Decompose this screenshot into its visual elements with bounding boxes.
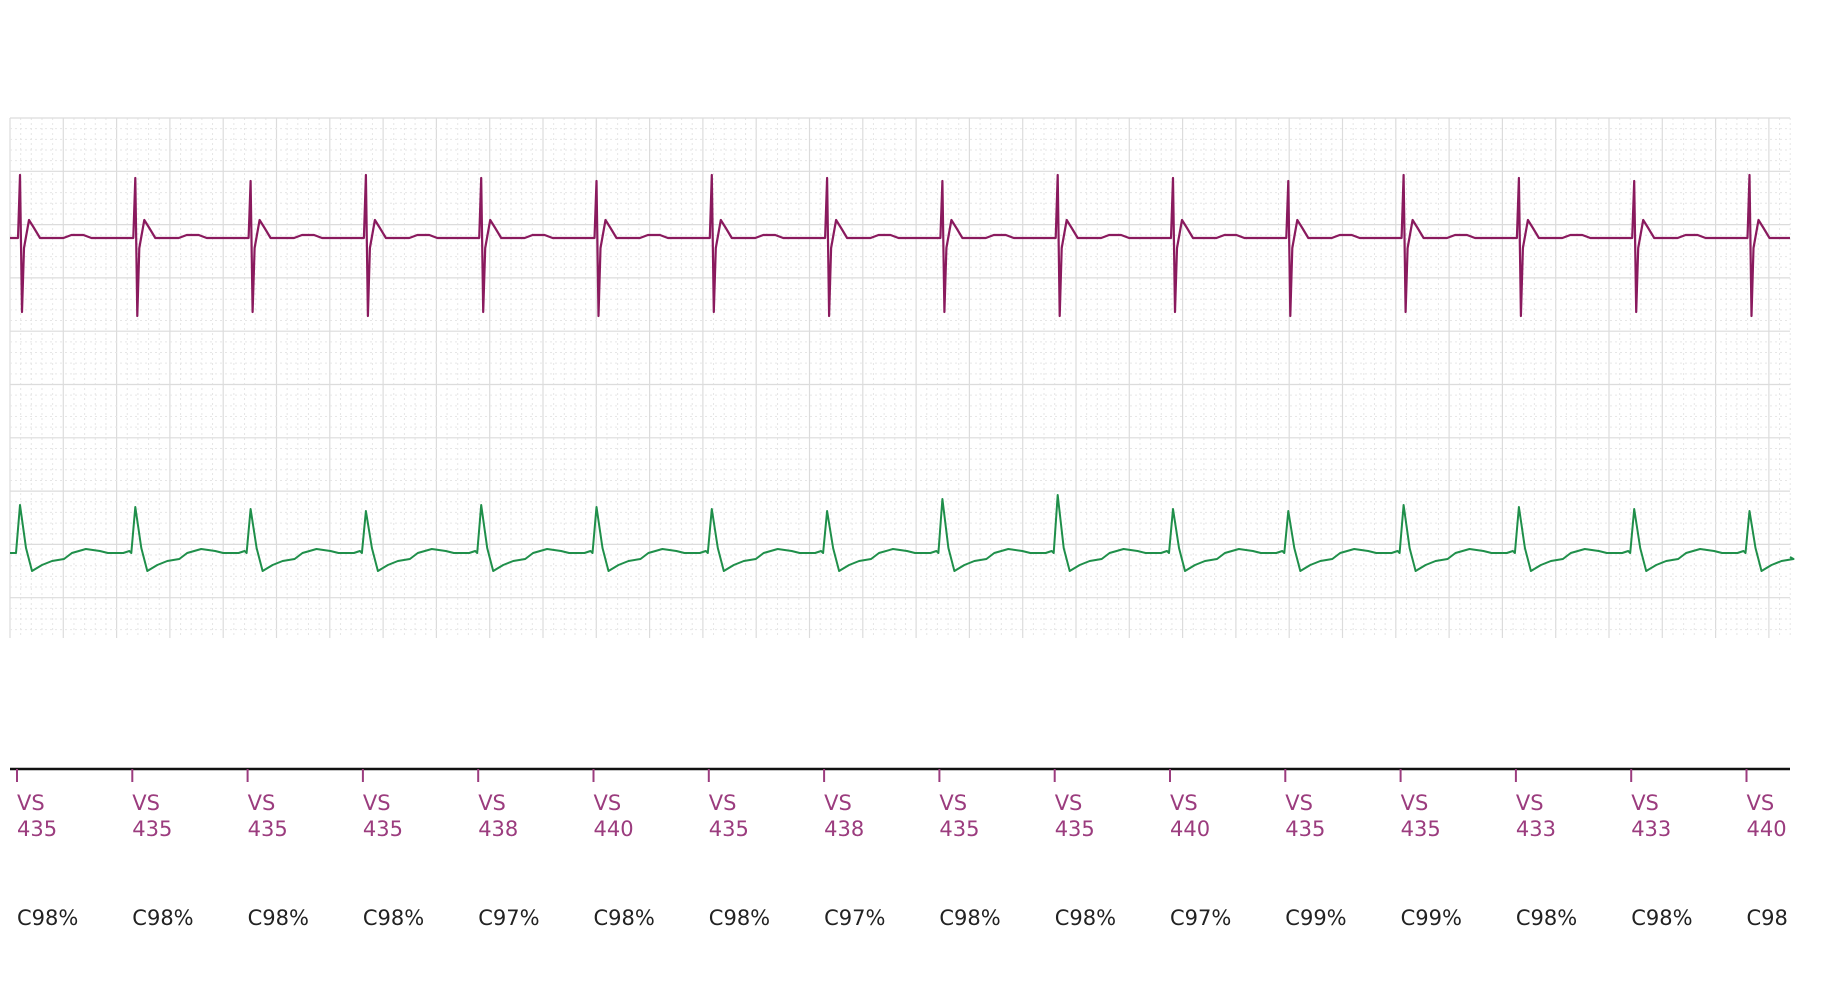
beat-percent-label: C98% xyxy=(17,906,78,930)
beat-marker-value: 435 xyxy=(1055,817,1095,841)
beat-percent-label: C98% xyxy=(132,906,193,930)
beat-marker-code: VS xyxy=(1055,791,1083,815)
beat-percent-label: C99% xyxy=(1285,906,1346,930)
beat-percent-label: C98% xyxy=(939,906,1000,930)
ecg-grid xyxy=(9,117,1791,638)
beat-percent-label: C97% xyxy=(478,906,539,930)
beat-percent-label: C98% xyxy=(709,906,770,930)
beat-marker-code: VS xyxy=(1631,791,1659,815)
ecg-traces xyxy=(10,173,1795,572)
beat-percent-label: C98% xyxy=(1055,906,1116,930)
beat-marker-code: VS xyxy=(939,791,967,815)
beat-percent-label: C98% xyxy=(1631,906,1692,930)
beat-marker-value: 433 xyxy=(1516,817,1556,841)
beat-marker-code: VS xyxy=(478,791,506,815)
beat-marker-value: 435 xyxy=(363,817,403,841)
beat-percent-label: C98% xyxy=(363,906,424,930)
beat-marker-code: VS xyxy=(363,791,391,815)
beat-marker-value: 435 xyxy=(132,817,172,841)
beat-marker-code: VS xyxy=(824,791,852,815)
beat-marker-code: VS xyxy=(709,791,737,815)
beat-markers: VS435C98%VS435C98%VS435C98%VS435C98%VS43… xyxy=(10,767,1790,930)
beat-marker-value: 435 xyxy=(17,817,57,841)
beat-percent-label: C97% xyxy=(1170,906,1231,930)
beat-marker-code: VS xyxy=(248,791,276,815)
beat-marker-code: VS xyxy=(1747,791,1775,815)
beat-marker-value: 440 xyxy=(1747,817,1787,841)
beat-marker-value: 435 xyxy=(248,817,288,841)
beat-marker-value: 435 xyxy=(939,817,979,841)
beat-percent-label: C99% xyxy=(1401,906,1462,930)
beat-marker-code: VS xyxy=(1285,791,1313,815)
beat-marker-code: VS xyxy=(594,791,622,815)
beat-marker-code: VS xyxy=(1516,791,1544,815)
bottom-ecg-trace xyxy=(10,494,1795,572)
beat-marker-value: 438 xyxy=(824,817,864,841)
beat-percent-label: C98% xyxy=(248,906,309,930)
beat-marker-value: 440 xyxy=(594,817,634,841)
beat-percent-label: C98% xyxy=(594,906,655,930)
beat-percent-label: C97% xyxy=(824,906,885,930)
beat-marker-value: 435 xyxy=(1285,817,1325,841)
top-ecg-trace xyxy=(10,173,1790,318)
beat-marker-value: 433 xyxy=(1631,817,1671,841)
beat-marker-code: VS xyxy=(17,791,45,815)
beat-marker-value: 440 xyxy=(1170,817,1210,841)
beat-marker-value: 435 xyxy=(709,817,749,841)
beat-marker-value: 435 xyxy=(1401,817,1441,841)
beat-percent-label: C98% xyxy=(1516,906,1577,930)
beat-marker-code: VS xyxy=(1170,791,1198,815)
beat-marker-code: VS xyxy=(132,791,160,815)
beat-percent-label: C98 xyxy=(1747,906,1788,930)
beat-marker-code: VS xyxy=(1401,791,1429,815)
beat-marker-value: 438 xyxy=(478,817,518,841)
